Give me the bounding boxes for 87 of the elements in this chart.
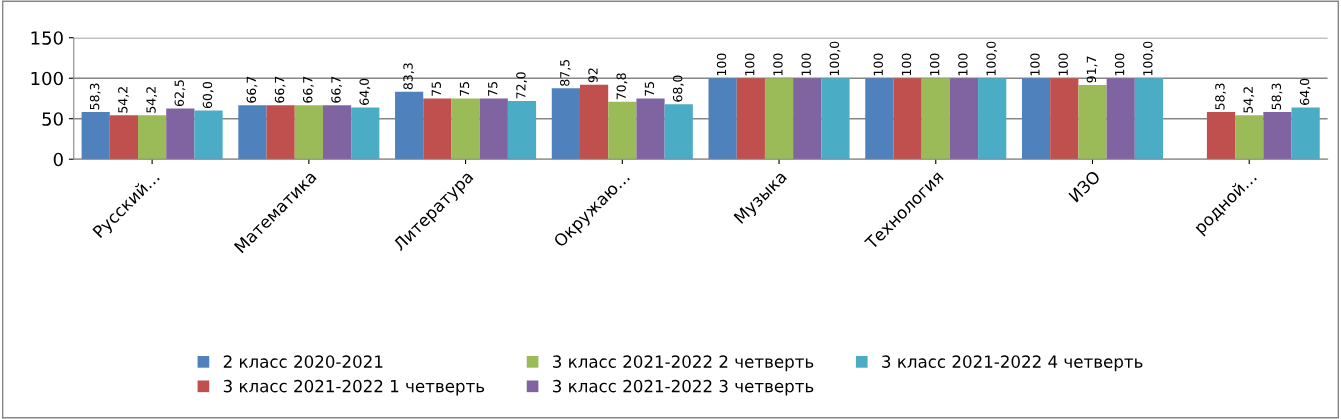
bar [978,78,1007,160]
bar [1263,111,1292,160]
bar [294,105,323,160]
data-label: 87,5 [560,59,571,86]
bar [579,84,609,160]
bar [507,100,537,160]
bar [423,98,452,160]
bar [1134,78,1164,160]
legend-label: 3 класс 2021-2022 2 четверть [553,355,814,372]
bar [451,98,480,160]
data-label: 100 [745,53,755,76]
data-label: 68,0 [672,75,684,102]
bar [1021,78,1051,160]
data-label: 100,0 [986,41,998,76]
data-label: 75 [431,82,441,96]
data-label: 66,7 [274,76,286,103]
data-label: 92 [588,68,598,83]
legend-label: 2 класс 2020-2021 [223,355,383,368]
legend-label: 3 класс 2021-2022 1 четверть [223,379,485,396]
bar [608,101,637,160]
data-label: 100 [773,53,783,76]
legend-label: 3 класс 2021-2022 4 четверть [882,355,1143,372]
data-label: 54,2 [118,87,129,113]
data-label: 58,3 [89,83,101,110]
bar [893,78,922,160]
data-label: 100 [716,53,727,76]
data-label: 100 [801,53,811,76]
bar [395,91,424,160]
data-label: 66,7 [246,76,258,103]
bar [821,78,850,160]
data-label: 54,2 [1243,87,1255,113]
data-label: 58,3 [1271,83,1283,110]
data-label: 58,3 [1215,83,1226,110]
bar [664,104,693,160]
legend-label: 3 класс 2021-2022 3 четверть [553,379,814,396]
bar [266,105,295,160]
bar [708,78,737,160]
data-label: 70,8 [616,73,628,100]
data-label: 100 [1114,53,1125,76]
data-label: 64,0 [1299,78,1311,105]
data-label: 83,3 [403,63,415,90]
bar [949,78,979,160]
bar [1050,78,1079,160]
data-label: 75 [488,82,498,96]
data-label: 100,0 [1143,41,1154,76]
data-label: 75 [644,82,655,96]
y-tick-label: 0 [53,152,63,167]
data-label: 54,2 [146,87,158,113]
data-label: 100 [958,53,968,76]
bar [865,78,894,160]
data-label: 100,0 [829,41,841,76]
data-label: 60,0 [202,81,214,109]
data-label: 66,7 [303,76,314,103]
data-label: 100 [873,53,883,76]
bar [764,78,794,160]
bar [1291,107,1320,160]
data-label: 66,7 [331,76,342,103]
bar [351,107,380,160]
bar [921,78,950,160]
data-label: 62,5 [174,80,186,107]
bar [166,108,195,160]
data-label: 72,0 [516,72,527,99]
data-label: 100 [901,53,912,76]
bar [81,111,110,160]
bar [736,78,765,160]
data-label: 75 [459,82,470,96]
y-tick-label: 150 [31,31,63,45]
bar [1235,115,1264,160]
data-label: 100 [1058,53,1068,76]
data-label: 64,0 [359,78,371,105]
bar [1106,78,1135,160]
bar [551,88,580,160]
y-tick-label: 50 [42,112,63,126]
bar [636,98,665,160]
data-label: 100 [929,53,940,76]
bar [1206,111,1236,160]
y-tick-label: 100 [31,71,63,86]
bar [138,115,167,160]
bar [1078,84,1107,160]
bar [793,78,822,160]
bar [238,105,267,160]
bar [322,105,352,160]
bar [479,98,508,160]
bar [109,115,139,160]
data-label: 91,7 [1086,56,1098,83]
data-label: 100 [1030,53,1040,76]
bar [194,110,223,160]
